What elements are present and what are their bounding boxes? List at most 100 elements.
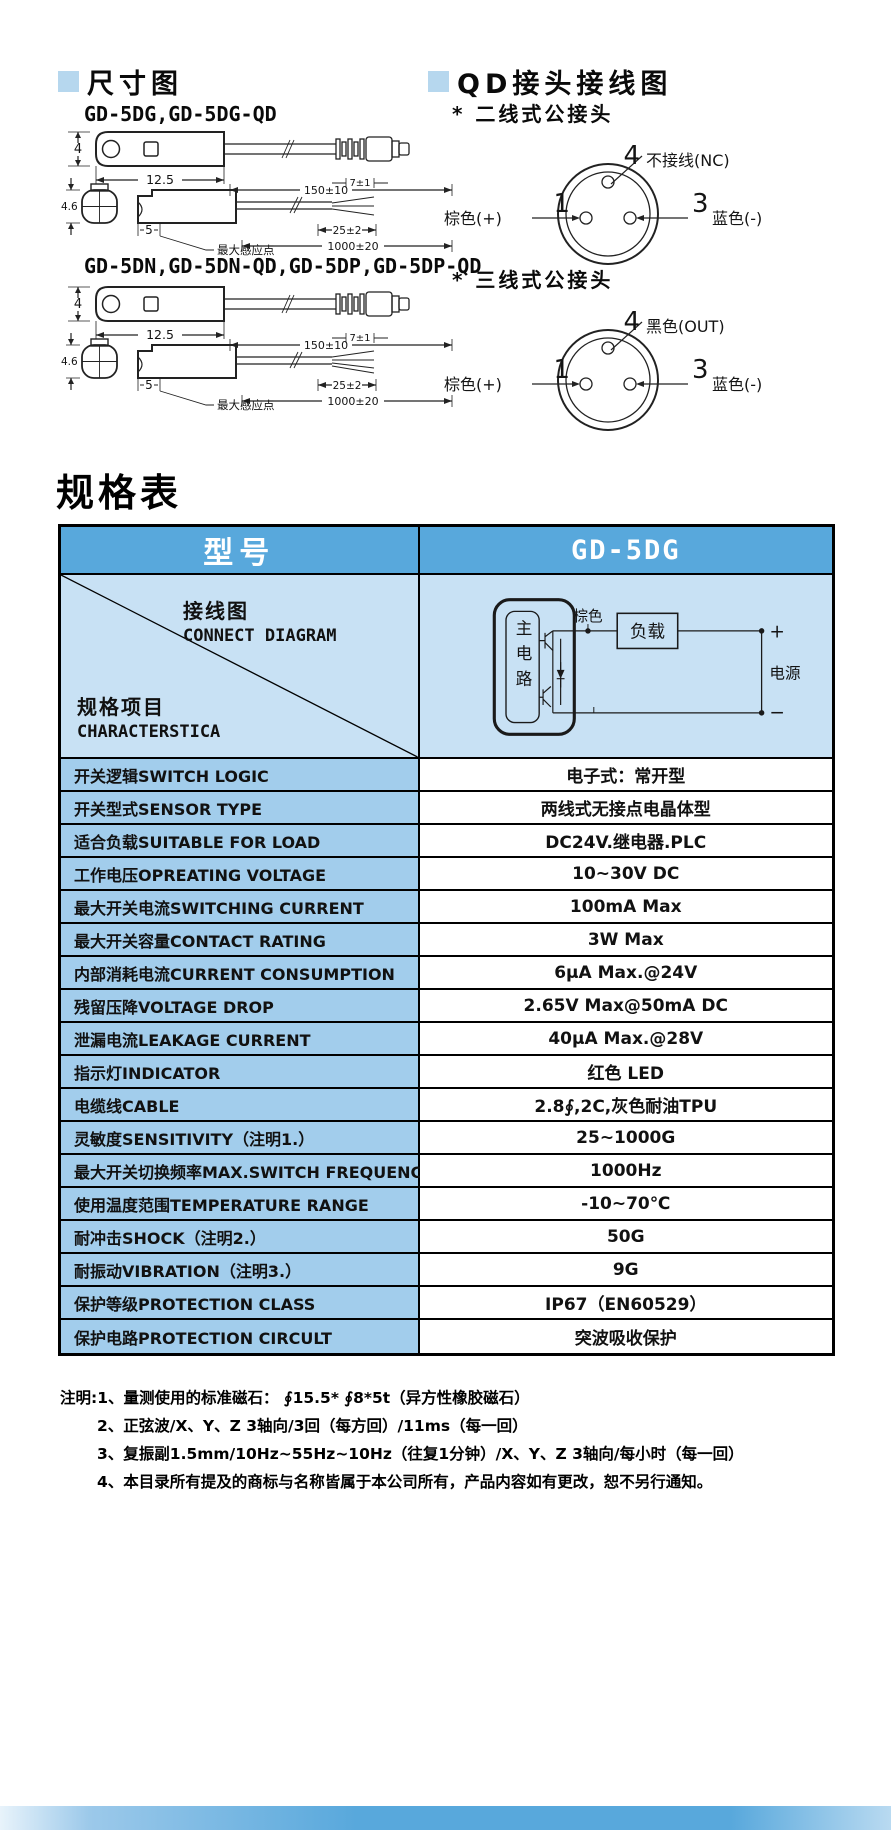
row-value: 40μA Max.@28V — [419, 1023, 832, 1054]
connect-diagram-cn: 接线图 — [183, 599, 249, 623]
dimension-drawing-group2: 4 12.5 150±10 4.6 7±1 25±2 5 1000±20 最大感… — [61, 286, 453, 412]
characteristics-cn: 规格项目 — [77, 695, 165, 719]
table-row: 开关型式SENSOR TYPE 两线式无接点电晶体型 — [61, 792, 832, 825]
connect-diagram-label: 接线图 CONNECT DIAGRAM — [183, 599, 337, 649]
table-row: 耐冲击SHOCK（注明2.） 50G — [61, 1221, 832, 1254]
dim-tip-length: 7±1 — [349, 333, 370, 344]
row-value: 突波吸收保护 — [419, 1320, 832, 1353]
connector-title-text: QD接头接线图 — [457, 69, 673, 100]
pin4-label: 不接线(NC) — [646, 151, 730, 170]
row-label: 灵敏度SENSITIVITY（注明1.） — [61, 1122, 420, 1153]
plus-terminal: + — [769, 621, 785, 642]
connect-diagram-en: CONNECT DIAGRAM — [183, 626, 337, 646]
section-bullet-icon — [58, 71, 79, 92]
model-group2-label: GD-5DN,GD-5DN-QD,GD-5DP,GD-5DP-QD — [84, 254, 482, 278]
dimension-section-title: 尺寸图 — [58, 62, 183, 101]
dim-strip-length: 25±2 — [333, 225, 362, 237]
dim-height: 4 — [74, 297, 82, 312]
row-value: 10~30V DC — [419, 858, 832, 889]
connector-section-title: QD接头接线图 — [428, 62, 672, 101]
table-row: 电缆线CABLE 2.8∮,2C,灰色耐油TPU — [61, 1089, 832, 1122]
dim-tip-length: 7±1 — [349, 178, 370, 189]
circuit-diagram: 棕色 负载 主电路 + − 电源 — [492, 597, 801, 736]
pin1-number: 1 — [553, 355, 570, 385]
row-label: 泄漏电流LEAKAGE CURRENT — [61, 1023, 420, 1054]
dim-side-height: 4.6 — [61, 201, 78, 213]
row-value: 3W Max — [419, 924, 832, 955]
header-model-value: GD-5DG — [570, 534, 681, 566]
model-group1-label: GD-5DG,GD-5DG-QD — [84, 102, 277, 126]
row-value: 25~1000G — [419, 1122, 832, 1153]
diagram-row-split-cell: 接线图 CONNECT DIAGRAM 规格项目 CHARACTERSTICA — [61, 575, 420, 757]
note-line: 4、本目录所有提及的商标与名称皆属于本公司所有，产品内容如有更改，恕不另行通知。 — [97, 1473, 713, 1491]
wire-top-label: 棕色 — [573, 608, 603, 625]
footer-gradient-bar — [0, 1806, 891, 1830]
row-value: IP67（EN60529） — [419, 1287, 832, 1318]
table-row: 泄漏电流LEAKAGE CURRENT 40μA Max.@28V — [61, 1023, 832, 1056]
row-label: 工作电压OPREATING VOLTAGE — [61, 858, 420, 889]
table-row: 内部消耗电流CURRENT CONSUMPTION 6μA Max.@24V — [61, 957, 832, 990]
row-value: 红色 LED — [419, 1056, 832, 1087]
load-label: 负载 — [630, 622, 665, 642]
row-value: 9G — [419, 1254, 832, 1285]
table-row: 适合负载SUITABLE FOR LOAD DC24V.继电器.PLC — [61, 825, 832, 858]
row-label: 保护电路PROTECTION CIRCULT — [61, 1320, 420, 1353]
table-row: 保护等级PROTECTION CLASS IP67（EN60529） — [61, 1287, 832, 1320]
note-line: 2、正弦波/X、Y、Z 3轴向/3回（每方回）/11ms（每一回） — [97, 1417, 528, 1435]
main-circuit-label: 主电路 — [513, 618, 532, 695]
pin1-label: 棕色(+) — [444, 375, 502, 394]
row-label: 最大开关电流SWITCHING CURRENT — [61, 891, 420, 922]
row-value: 2.65V Max@50mA DC — [419, 990, 832, 1021]
pin3-label: 蓝色(-) — [712, 209, 762, 228]
pin1-label: 棕色(+) — [444, 209, 502, 228]
pin4-label: 黑色(OUT) — [646, 317, 725, 336]
section-bullet-icon — [428, 71, 449, 92]
dim-side-width: 5 — [145, 223, 153, 237]
pin3-number: 3 — [692, 189, 709, 219]
sensing-point-note: 最大感应点 — [217, 243, 275, 257]
three-wire-connector-diagram: 4 黑色(OUT) 1 棕色(+) 3 蓝色(-) — [444, 307, 762, 431]
row-label: 指示灯INDICATOR — [61, 1056, 420, 1087]
note-line: 注明:1、量测使用的标准磁石： ∮15.5* ∮8*5t（异方性橡胶磁石） — [60, 1389, 530, 1407]
spec-table: 型号 GD-5DG 接线图 CONNECT DIAGRAM 规格项目 CHARA… — [58, 524, 835, 1356]
row-label: 耐冲击SHOCK（注明2.） — [61, 1221, 420, 1252]
table-row: 开关逻辑SWITCH LOGIC 电子式：常开型 — [61, 759, 832, 792]
table-row: 灵敏度SENSITIVITY（注明1.） 25~1000G — [61, 1122, 832, 1155]
row-label: 电缆线CABLE — [61, 1089, 420, 1120]
table-row: 最大开关切换频率MAX.SWITCH FREQUENCY 1000Hz — [61, 1155, 832, 1188]
two-wire-connector-diagram: 4 不接线(NC) 1 棕色(+) 3 蓝色(-) — [444, 141, 762, 265]
circuit-diagram-cell: 棕色 负载 主电路 + − 电源 — [420, 575, 833, 757]
dim-cable-length: 1000±20 — [327, 240, 378, 253]
header-model-label: 型号 — [61, 527, 420, 573]
row-label: 保护等级PROTECTION CLASS — [61, 1287, 420, 1318]
connect-diagram-row: 接线图 CONNECT DIAGRAM 规格项目 CHARACTERSTICA — [61, 575, 832, 759]
dim-qd-cable: 150±10 — [304, 339, 348, 352]
power-label: 电源 — [769, 664, 801, 682]
table-row: 指示灯INDICATOR 红色 LED — [61, 1056, 832, 1089]
table-row: 耐振动VIBRATION（注明3.） 9G — [61, 1254, 832, 1287]
row-value: 电子式：常开型 — [419, 759, 832, 790]
row-value: 6μA Max.@24V — [419, 957, 832, 988]
note-line: 3、复振副1.5mm/10Hz~55Hz~10Hz（往复1分钟）/X、Y、Z 3… — [97, 1445, 744, 1463]
table-row: 使用温度范围TEMPERATURE RANGE -10~70℃ — [61, 1188, 832, 1221]
table-row: 保护电路PROTECTION CIRCULT 突波吸收保护 — [61, 1320, 832, 1353]
table-row: 最大开关容量CONTACT RATING 3W Max — [61, 924, 832, 957]
table-row: 最大开关电流SWITCHING CURRENT 100mA Max — [61, 891, 832, 924]
row-value: 1000Hz — [419, 1155, 832, 1186]
row-label: 使用温度范围TEMPERATURE RANGE — [61, 1188, 420, 1219]
row-value: DC24V.继电器.PLC — [419, 825, 832, 856]
spec-table-title: 规格表 — [56, 471, 183, 515]
characteristics-en: CHARACTERSTICA — [77, 722, 221, 742]
row-value: 50G — [419, 1221, 832, 1252]
dim-body-length: 12.5 — [146, 172, 174, 187]
row-label: 适合负载SUITABLE FOR LOAD — [61, 825, 420, 856]
row-value: -10~70℃ — [419, 1188, 832, 1219]
characteristics-label: 规格项目 CHARACTERSTICA — [77, 695, 220, 745]
row-label: 开关逻辑SWITCH LOGIC — [61, 759, 420, 790]
table-row: 工作电压OPREATING VOLTAGE 10~30V DC — [61, 858, 832, 891]
row-label: 内部消耗电流CURRENT CONSUMPTION — [61, 957, 420, 988]
row-label: 最大开关切换频率MAX.SWITCH FREQUENCY — [61, 1155, 434, 1186]
row-label: 开关型式SENSOR TYPE — [61, 792, 420, 823]
three-wire-heading: * 三线式公接头 — [452, 268, 614, 292]
